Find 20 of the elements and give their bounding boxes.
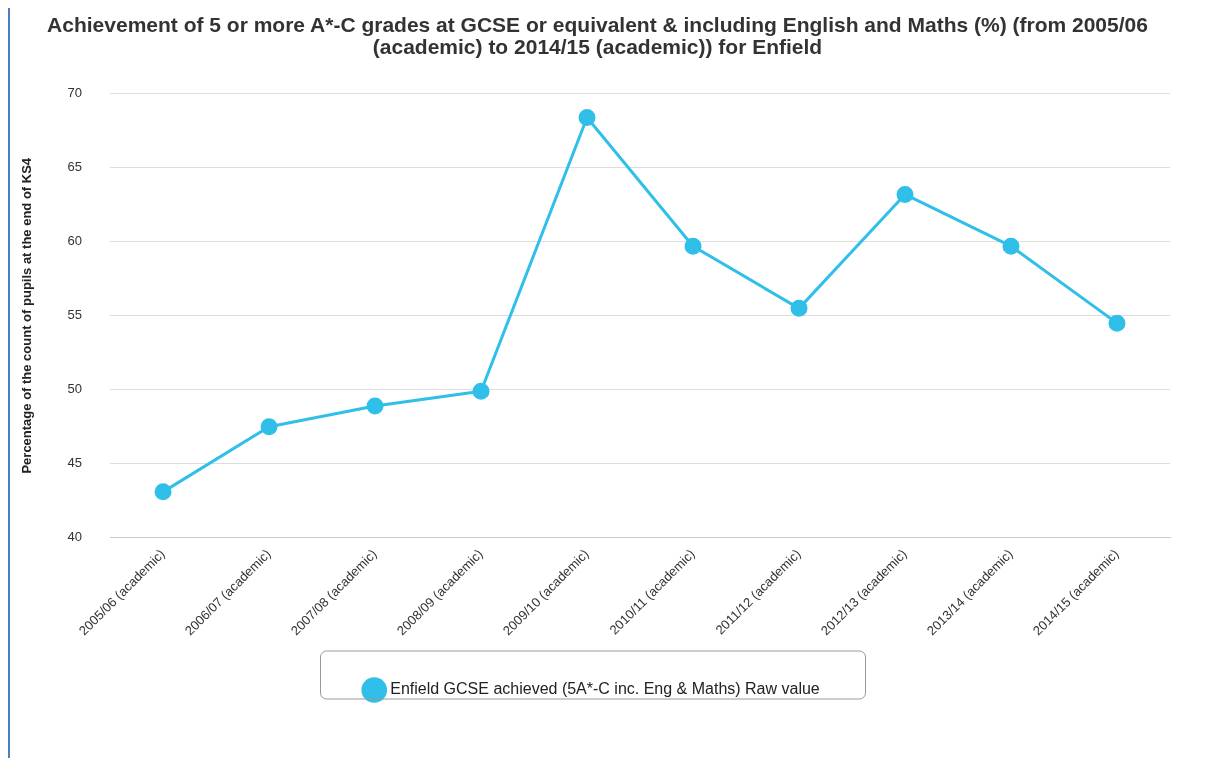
point [790, 299, 808, 317]
y-tick-label: 40 [67, 529, 83, 545]
point [684, 237, 702, 255]
point [1002, 237, 1020, 255]
y-tick-label: 65 [67, 159, 83, 175]
point [366, 397, 384, 415]
point [260, 418, 278, 436]
y-tick-label: 60 [67, 233, 83, 249]
y-tick-label: 55 [67, 307, 83, 323]
y-axis-title: Percentage of the count of pupils at the end of KS4 [19, 157, 35, 474]
point [154, 483, 172, 501]
point [578, 108, 596, 126]
point [472, 382, 490, 400]
y-tick-label: 70 [67, 85, 83, 101]
point [896, 185, 914, 203]
point [1108, 314, 1126, 332]
y-tick-label: 45 [67, 455, 83, 471]
chart-title: Achievement of 5 or more A*-C grades at GCSE or equivalent & including English and Maths (%) (from 2005/06 (academic) to 2014/15 (academic)) for Enfield [46, 12, 1149, 58]
y-tick-label: 50 [67, 381, 83, 397]
legend-label: Enfield GCSE achieved (5A*-C inc. Eng & Maths) Raw value [390, 680, 820, 698]
